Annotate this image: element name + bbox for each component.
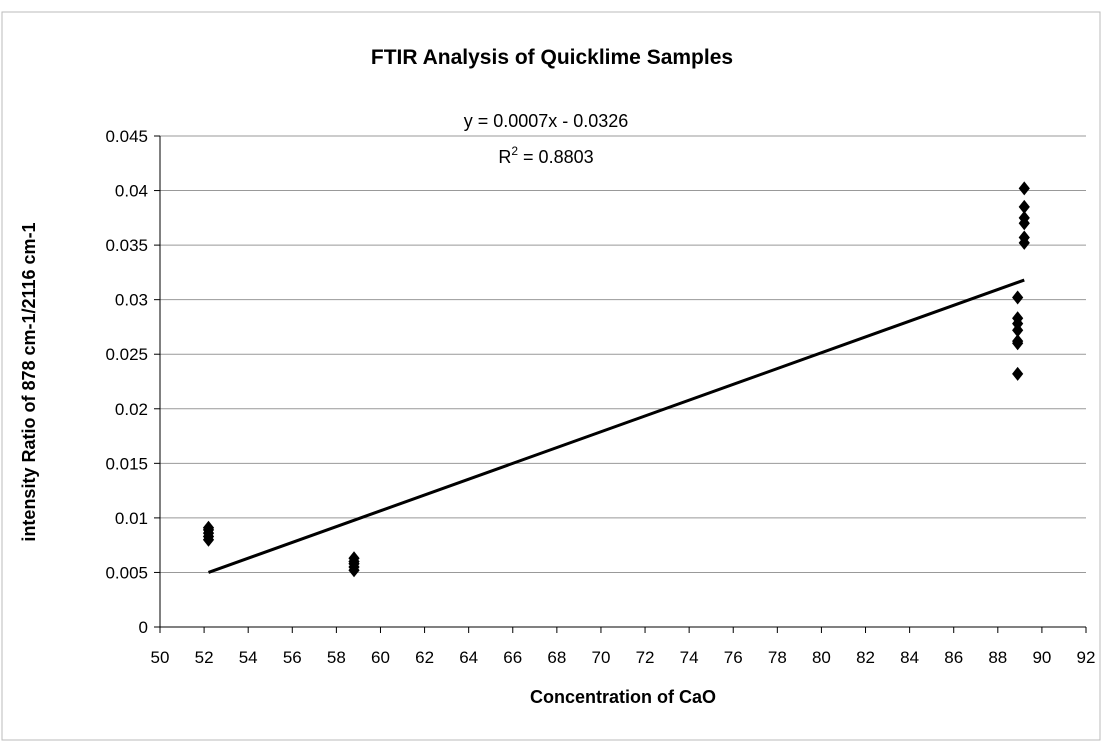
y-tick-label: 0.025 xyxy=(105,345,148,364)
x-tick-label: 50 xyxy=(151,648,170,667)
y-tick-label: 0.01 xyxy=(115,509,148,528)
y-axis-label: intensity Ratio of 878 cm-1/2116 cm-1 xyxy=(19,222,39,541)
x-tick-label: 58 xyxy=(327,648,346,667)
x-tick-label: 92 xyxy=(1077,648,1096,667)
x-tick-label: 76 xyxy=(724,648,743,667)
y-tick-label: 0 xyxy=(139,618,148,637)
x-tick-label: 84 xyxy=(900,648,919,667)
x-tick-label: 86 xyxy=(944,648,963,667)
x-tick-label: 72 xyxy=(636,648,655,667)
x-tick-label: 64 xyxy=(459,648,478,667)
data-point xyxy=(1012,290,1024,305)
x-axis-label: Concentration of CaO xyxy=(530,687,716,707)
x-tick-label: 70 xyxy=(591,648,610,667)
data-point xyxy=(1018,181,1030,196)
trend-equation: y = 0.0007x - 0.0326 xyxy=(464,111,629,131)
r-squared: R2 = 0.8803 xyxy=(498,144,593,167)
data-point xyxy=(202,520,215,535)
trendline xyxy=(207,278,1025,574)
y-tick-label: 0.015 xyxy=(105,454,148,473)
x-tick-label: 78 xyxy=(768,648,787,667)
x-tick-label: 74 xyxy=(680,648,699,667)
x-tick-label: 88 xyxy=(988,648,1007,667)
data-point xyxy=(1018,199,1030,214)
x-tick-label: 56 xyxy=(283,648,302,667)
data-point xyxy=(348,551,360,566)
y-tick-label: 0.03 xyxy=(115,291,148,310)
r-squared-base: R xyxy=(498,147,511,167)
data-point xyxy=(1012,336,1024,351)
x-tick-label: 54 xyxy=(239,648,258,667)
x-tick-label: 62 xyxy=(415,648,434,667)
r-squared-sup: 2 xyxy=(511,144,518,158)
x-tick-label: 90 xyxy=(1032,648,1051,667)
data-point xyxy=(1018,216,1030,231)
x-tick-label: 68 xyxy=(547,648,566,667)
x-tick-label: 66 xyxy=(503,648,522,667)
data-point xyxy=(1018,235,1030,250)
x-tick-label: 60 xyxy=(371,648,390,667)
y-tick-label: 0.035 xyxy=(105,236,148,255)
r-squared-value: = 0.8803 xyxy=(518,147,594,167)
data-point xyxy=(1012,366,1024,381)
x-tick-label: 80 xyxy=(812,648,831,667)
x-tick-label: 52 xyxy=(195,648,214,667)
x-tick-label: 82 xyxy=(856,648,875,667)
y-tick-label: 0.02 xyxy=(115,400,148,419)
chart-title: FTIR Analysis of Quicklime Samples xyxy=(371,46,733,69)
chart-frame xyxy=(1,11,1101,741)
y-tick-label: 0.005 xyxy=(105,563,148,582)
y-tick-label: 0.045 xyxy=(105,127,148,146)
data-point xyxy=(1012,323,1024,338)
y-tick-label: 0.04 xyxy=(115,182,148,201)
